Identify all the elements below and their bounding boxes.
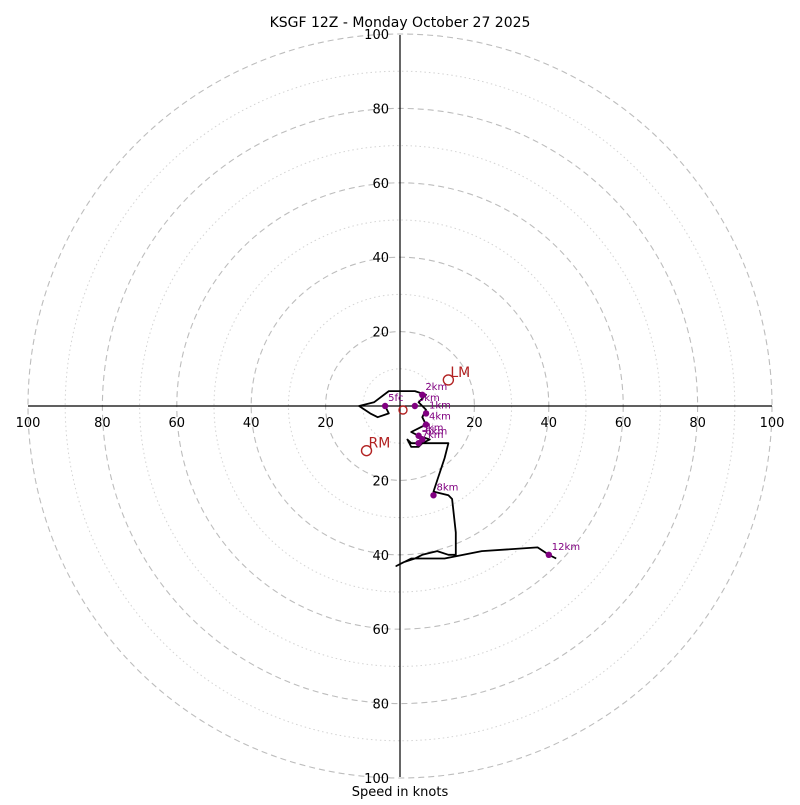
x-tick-left-20: 20 <box>317 416 334 431</box>
tick-labels: 100 80 60 40 20 20 40 60 80 100 100 80 60 40 20 20 40 60 8… <box>16 28 785 787</box>
x-tick-left-80: 80 <box>94 416 111 431</box>
y-tick-top-60: 60 <box>372 177 389 192</box>
height-dot-3km <box>411 402 419 410</box>
height-label-2km: 2km <box>425 382 447 393</box>
storm-motion-markers: LM RM <box>360 365 470 457</box>
height-dot-5fc <box>381 402 389 410</box>
y-tick-bottom-20: 20 <box>372 474 389 489</box>
x-tick-right-60: 60 <box>615 416 632 431</box>
hodograph-trace <box>358 390 557 567</box>
height-label-4km: 4km <box>429 412 451 423</box>
height-dot-8km <box>430 492 437 499</box>
height-dot-7km <box>415 440 422 447</box>
height-dot-12km <box>545 551 552 558</box>
height-label-5km: 5km <box>422 423 444 434</box>
x-axis-label: Speed in knots <box>352 785 449 800</box>
height-label-12km: 12km <box>552 542 580 553</box>
height-dot-1km <box>422 410 430 417</box>
storm-motion-marker-rm <box>360 444 373 457</box>
height-label-5fc: 5fc <box>388 393 403 404</box>
y-tick-bottom-100: 100 <box>364 772 389 787</box>
height-label-1km: 1km <box>429 400 451 411</box>
y-tick-bottom-80: 80 <box>372 698 389 713</box>
x-tick-left-40: 40 <box>243 416 260 431</box>
storm-motion-label-rm: RM <box>369 436 391 452</box>
y-tick-bottom-60: 60 <box>372 623 389 638</box>
storm-motion-marker-lm <box>442 374 455 386</box>
height-label-7km: 7km <box>422 430 444 441</box>
height-dot-2km <box>419 391 426 399</box>
height-dot-4km <box>422 421 430 428</box>
x-tick-right-20: 20 <box>466 416 483 431</box>
x-tick-right-80: 80 <box>689 416 706 431</box>
x-tick-right-40: 40 <box>541 416 558 431</box>
y-tick-top-40: 40 <box>372 251 389 266</box>
y-tick-top-100: 100 <box>364 28 389 43</box>
y-tick-top-20: 20 <box>372 326 389 341</box>
height-label-8km: 8km <box>436 482 458 493</box>
height-label-6km: 6km <box>425 426 447 437</box>
x-tick-left-60: 60 <box>169 416 186 431</box>
height-label-3km: 3km <box>418 393 440 404</box>
x-tick-right-100: 100 <box>760 416 785 431</box>
mean-wind-marker <box>398 405 408 415</box>
y-tick-top-80: 80 <box>372 102 389 117</box>
x-tick-left-100: 100 <box>16 416 41 431</box>
chart-title: KSGF 12Z - Monday October 27 2025 <box>270 15 531 31</box>
storm-motion-label-lm: LM <box>450 365 470 381</box>
y-tick-bottom-40: 40 <box>372 549 389 564</box>
